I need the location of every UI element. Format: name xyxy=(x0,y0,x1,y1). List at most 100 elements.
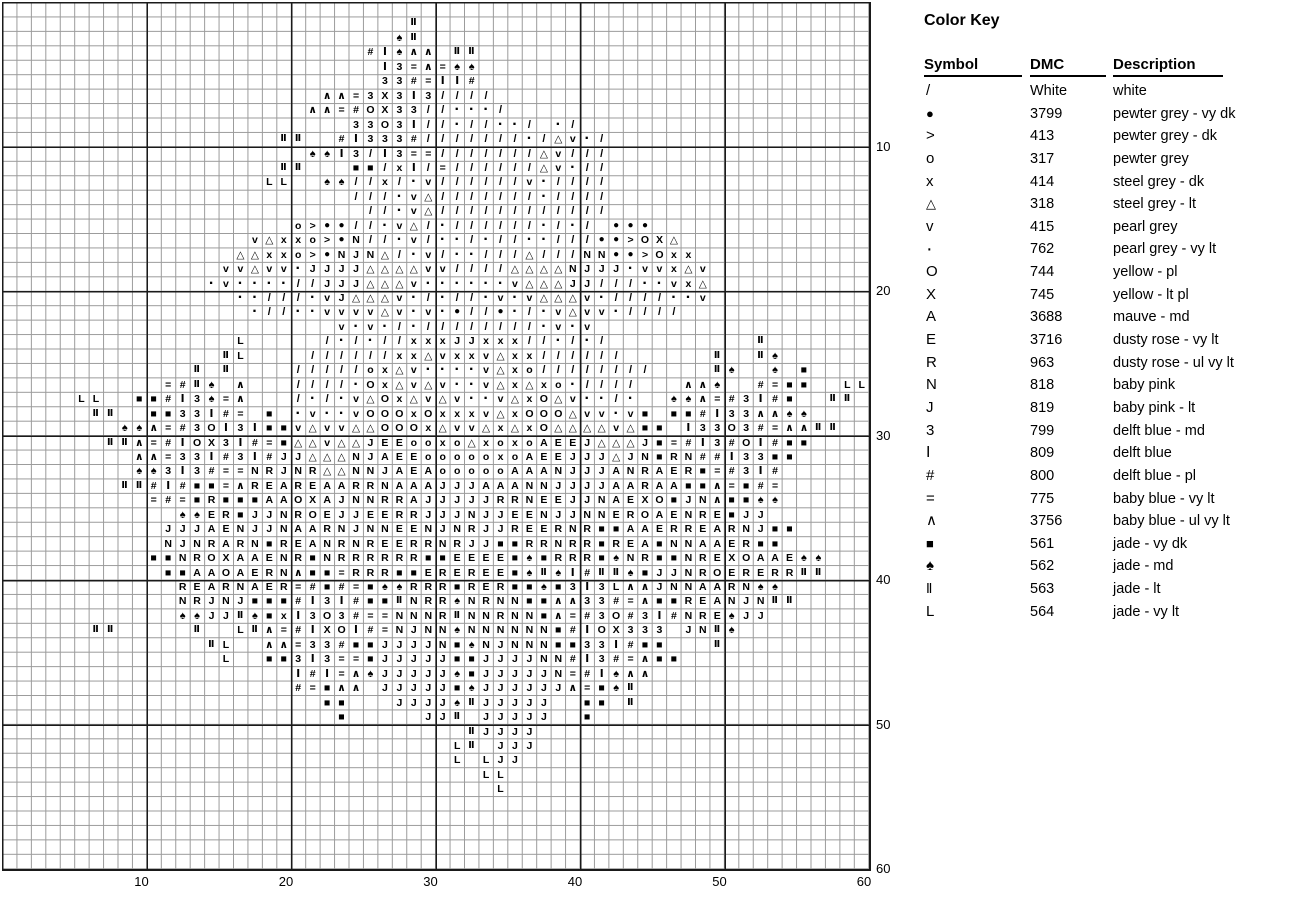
stitch-symbol: ■ xyxy=(555,638,562,651)
stitch-symbol: 3 xyxy=(381,133,388,146)
stitch-symbol: Ⅱ xyxy=(280,161,288,173)
stitch-symbol: Ⅱ xyxy=(713,364,721,376)
stitch-symbol: △ xyxy=(684,263,693,276)
stitch-symbol: N xyxy=(410,609,418,622)
stitch-symbol: O xyxy=(742,552,751,565)
stitch-symbol: A xyxy=(381,450,389,463)
stitch-symbol: ■ xyxy=(598,552,605,565)
stitch-symbol: · xyxy=(598,390,605,408)
stitch-symbol: O xyxy=(395,407,404,420)
stitch-symbol: / xyxy=(629,292,633,304)
stitch-symbol: # xyxy=(757,378,764,391)
stitch-symbol: J xyxy=(656,566,663,579)
stitch-symbol: N xyxy=(684,450,693,463)
stitch-symbol: = xyxy=(222,465,230,478)
stitch-symbol: · xyxy=(338,390,345,408)
stitch-symbol: # xyxy=(165,494,172,507)
stitch-symbol: O xyxy=(554,407,563,420)
stitch-symbol: ■ xyxy=(699,479,706,492)
stitch-symbol: ■ xyxy=(670,653,678,666)
stitch-symbol: / xyxy=(383,349,387,362)
stitch-symbol: N xyxy=(395,624,404,637)
stitch-symbol: v xyxy=(526,176,533,189)
stitch-symbol: / xyxy=(571,335,575,348)
stitch-symbol: A xyxy=(337,479,346,492)
stitch-symbol: N xyxy=(366,465,375,478)
key-symbol: = xyxy=(926,489,935,507)
stitch-symbol: # xyxy=(179,422,186,435)
stitch-symbol: △ xyxy=(409,263,418,276)
stitch-symbol: A xyxy=(612,465,620,478)
stitch-symbol: # xyxy=(367,624,374,637)
stitch-symbol: / xyxy=(556,176,560,189)
stitch-symbol: = xyxy=(425,75,432,88)
stitch-symbol: / xyxy=(368,349,372,362)
header-dmc: DMC xyxy=(1030,56,1106,77)
stitch-symbol: 3 xyxy=(309,609,316,622)
stitch-symbol: ♠ xyxy=(815,552,822,565)
stitch-symbol: Ⅰ xyxy=(238,436,243,449)
stitch-symbol: O xyxy=(539,407,548,420)
stitch-symbol: = xyxy=(627,653,634,666)
stitch-symbol: · xyxy=(338,404,345,422)
stitch-symbol: / xyxy=(614,393,618,406)
stitch-symbol: ♠ xyxy=(338,176,345,189)
stitch-symbol: / xyxy=(340,364,344,377)
stitch-symbol: / xyxy=(354,364,358,377)
stitch-symbol: o xyxy=(555,378,562,391)
stitch-symbol: ♠ xyxy=(208,378,215,391)
stitch-symbol: 3 xyxy=(381,75,388,88)
stitch-symbol: R xyxy=(323,523,331,536)
stitch-symbol: N xyxy=(684,609,693,622)
stitch-symbol: J xyxy=(353,508,359,521)
stitch-symbol: / xyxy=(643,306,647,319)
stitch-symbol: N xyxy=(626,465,635,478)
stitch-symbol: Ⅱ xyxy=(410,31,418,43)
stitch-symbol: J xyxy=(483,537,489,550)
stitch-symbol: v xyxy=(555,320,562,333)
stitch-symbol: Ⅰ xyxy=(411,161,416,174)
stitch-symbol: ♠ xyxy=(772,364,778,377)
stitch-symbol: v xyxy=(483,349,489,362)
stitch-symbol: A xyxy=(771,552,779,565)
stitch-symbol: O xyxy=(221,566,231,579)
stitch-symbol: = xyxy=(237,465,244,478)
color-key-panel: Color Key Symbol DMC Description / White w… xyxy=(924,12,1284,623)
stitch-symbol: # xyxy=(295,624,302,637)
stitch-symbol: E xyxy=(193,581,201,593)
stitch-symbol: R xyxy=(308,465,317,478)
key-symbol: O xyxy=(926,263,938,281)
stitch-symbol: o xyxy=(295,248,302,261)
stitch-symbol: 3 xyxy=(743,450,750,463)
stitch-symbol: / xyxy=(426,104,430,117)
stitch-symbol: ■ xyxy=(641,407,649,420)
stitch-symbol: / xyxy=(600,349,604,362)
stitch-symbol: # xyxy=(353,104,359,117)
stitch-symbol: > xyxy=(309,219,316,232)
stitch-symbol: N xyxy=(496,595,505,608)
stitch-symbol: / xyxy=(571,176,575,189)
stitch-symbol: # xyxy=(165,436,172,449)
stitch-symbol: 3 xyxy=(598,595,605,608)
stitch-symbol: # xyxy=(699,407,706,420)
stitch-symbol: 3 xyxy=(367,133,374,146)
stitch-symbol: # xyxy=(338,133,345,146)
stitch-symbol: / xyxy=(383,234,387,247)
stitch-symbol: x xyxy=(381,378,388,391)
stitch-symbol: N xyxy=(453,523,461,536)
stitch-symbol: R xyxy=(641,479,649,492)
key-description: pewter grey - vy dk xyxy=(1113,105,1236,122)
stitch-symbol: ■ xyxy=(540,609,548,622)
key-symbol: X xyxy=(926,285,937,303)
stitch-symbol: J xyxy=(497,523,504,536)
color-key-row: J 819 baby pink - lt xyxy=(924,397,1284,420)
stitch-symbol: Ⅰ xyxy=(310,653,315,666)
stitch-symbol: △ xyxy=(467,436,476,449)
stitch-symbol: / xyxy=(513,320,517,333)
stitch-symbol: 3 xyxy=(396,104,403,117)
stitch-symbol: E xyxy=(381,436,389,449)
stitch-symbol: = xyxy=(266,436,273,449)
stitch-symbol: = xyxy=(439,60,446,73)
stitch-symbol: ■ xyxy=(352,161,360,174)
stitch-symbol: Ⅰ xyxy=(252,422,257,435)
